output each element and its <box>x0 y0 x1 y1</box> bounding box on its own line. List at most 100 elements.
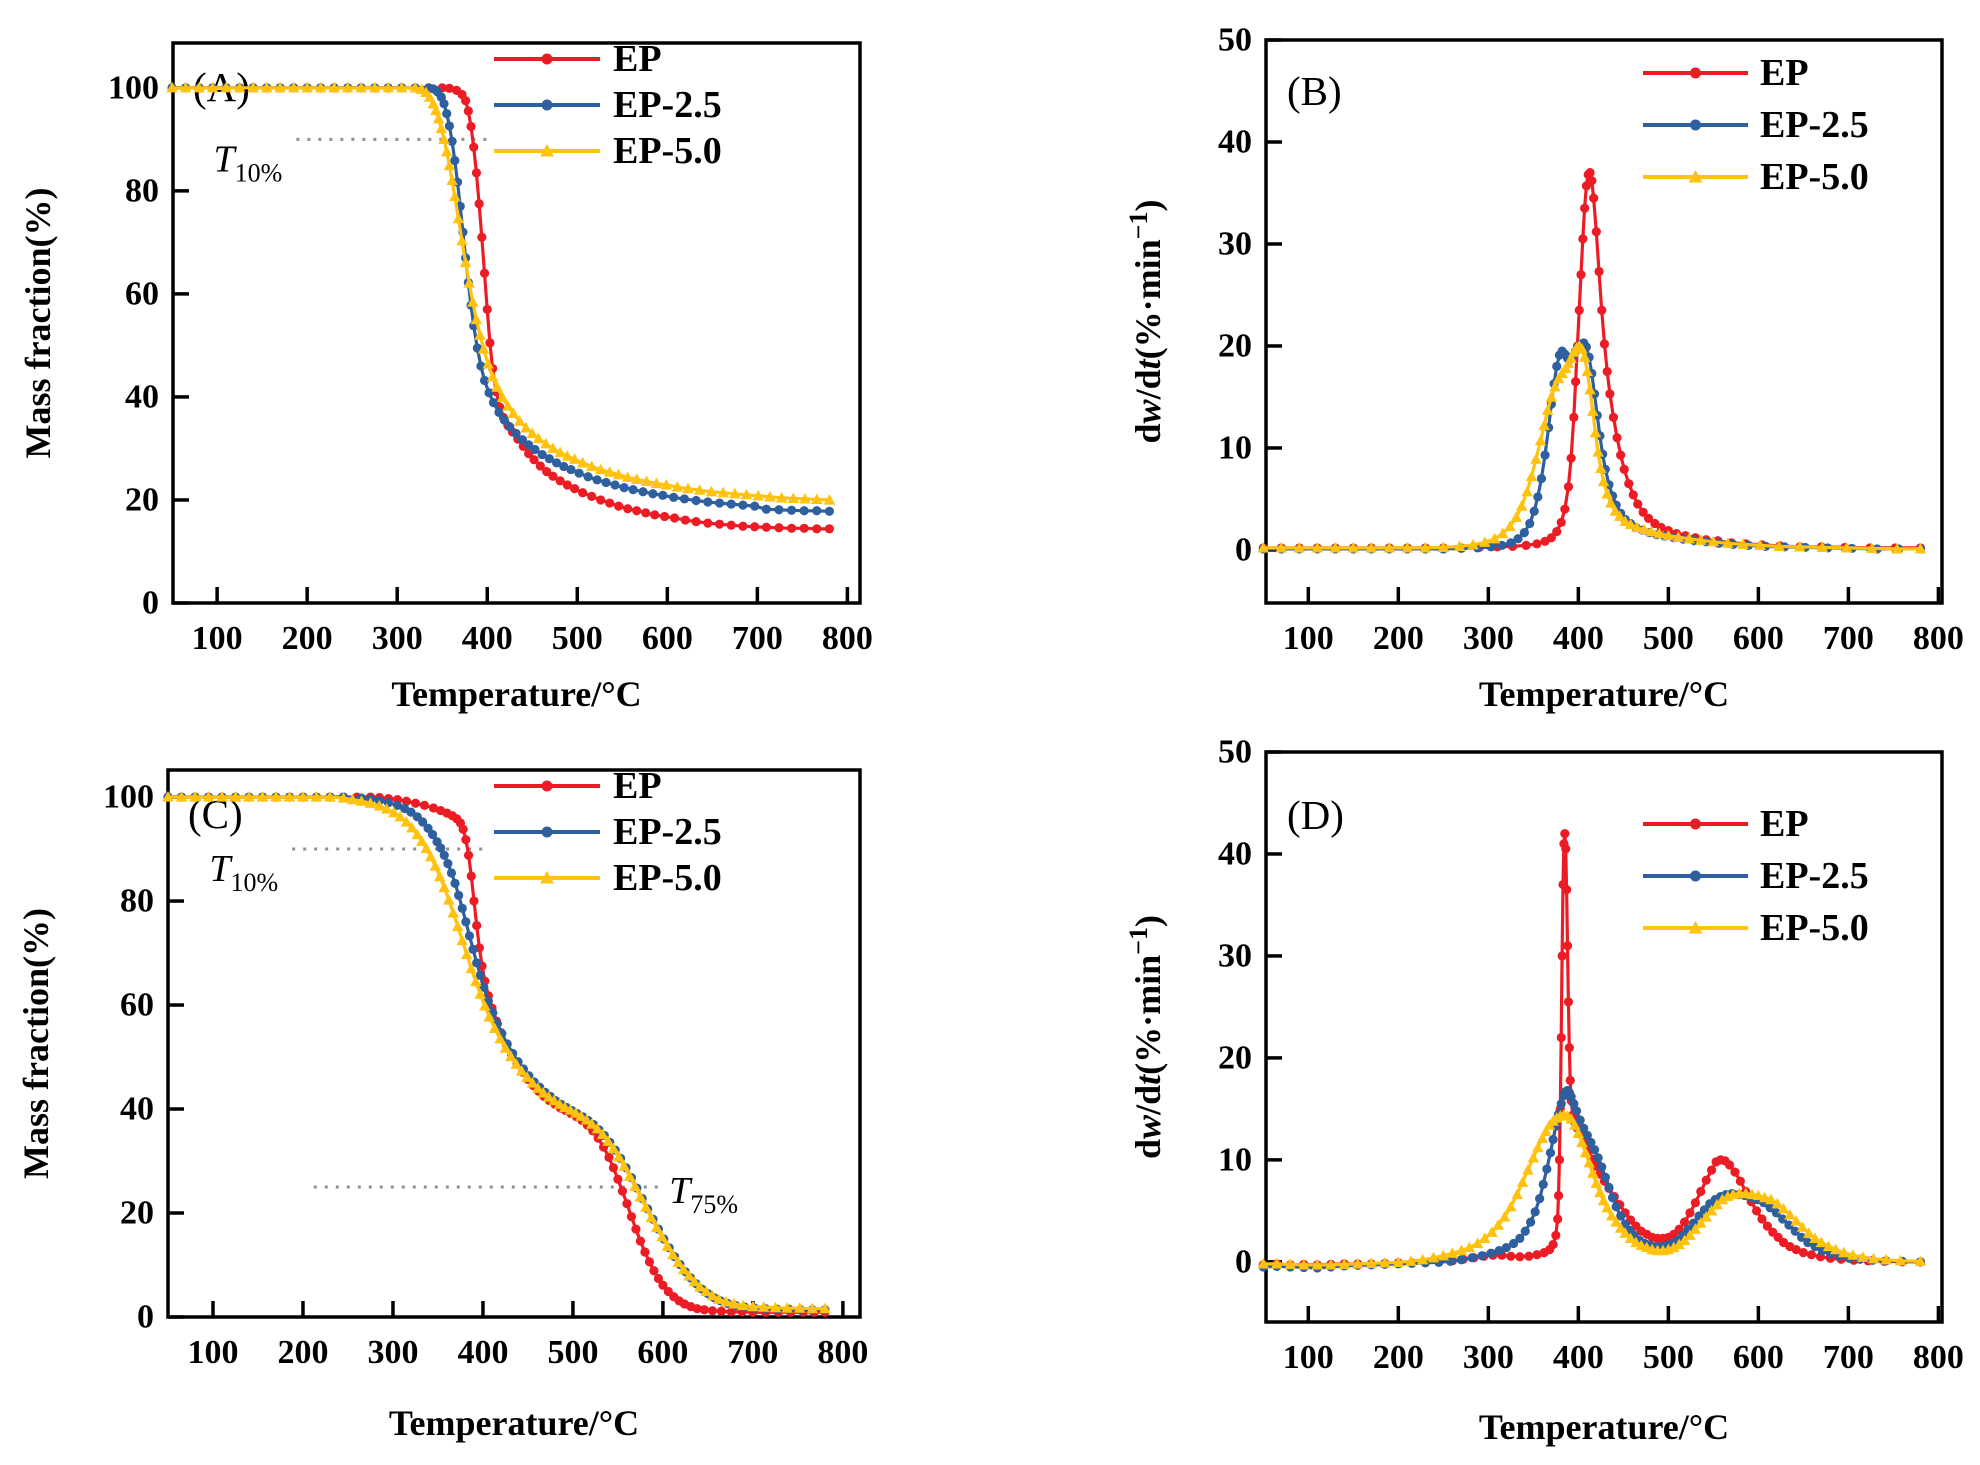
circle-marker <box>1562 885 1572 895</box>
triangle-marker <box>682 482 694 494</box>
circle-marker <box>750 501 760 511</box>
circle-marker <box>812 506 822 516</box>
triangle-marker <box>314 81 327 93</box>
triangle-marker <box>799 492 811 504</box>
triangle-marker <box>613 1150 625 1162</box>
triangle-marker <box>1532 1141 1544 1153</box>
x-tick-label: 100 <box>1283 1339 1334 1376</box>
circle-marker <box>1751 1206 1762 1216</box>
triangle-marker <box>1446 1247 1459 1258</box>
circle-marker <box>714 519 725 529</box>
circle-marker <box>578 488 588 498</box>
triangle-marker <box>1325 1258 1337 1270</box>
circle-marker <box>601 477 611 488</box>
y-tick-label: 40 <box>1218 123 1252 160</box>
triangle-marker <box>1605 1209 1618 1221</box>
legend-label: EP-2.5 <box>1760 855 1869 897</box>
triangle-marker <box>162 791 174 802</box>
triangle-marker <box>1777 1202 1790 1214</box>
triangle-marker <box>645 1211 657 1223</box>
x-tick-label: 800 <box>822 620 873 657</box>
y-tick-label: 40 <box>1218 835 1252 872</box>
circle-marker <box>587 491 597 501</box>
circle-marker <box>479 375 490 386</box>
triangle-marker <box>270 791 282 802</box>
y-tick-label: 10 <box>1218 1141 1252 1178</box>
circle-marker <box>419 800 430 810</box>
triangle-marker <box>463 277 475 288</box>
circle-marker <box>524 440 534 450</box>
series-markers-EP-2.5 <box>167 83 834 516</box>
y-tick-label: 50 <box>1218 734 1252 771</box>
series-markers-EP-5.0 <box>1257 339 1927 554</box>
circle-marker <box>1690 1198 1700 1208</box>
circle-marker <box>812 524 822 534</box>
circle-marker <box>1545 1148 1556 1158</box>
circle-marker <box>537 450 547 460</box>
series-markers-EP-5.0 <box>162 791 831 1314</box>
triangle-marker <box>1478 536 1491 547</box>
circle-marker <box>613 1174 623 1184</box>
triangle-marker <box>1695 534 1707 545</box>
circle-marker <box>1576 269 1586 280</box>
triangle-marker <box>346 793 359 805</box>
triangle-marker <box>388 806 400 818</box>
circle-marker <box>1589 193 1599 203</box>
circle-marker <box>626 1212 637 1222</box>
circle-marker <box>562 480 572 490</box>
circle-marker <box>617 1186 628 1196</box>
circle-marker <box>574 468 584 478</box>
circle-marker <box>660 511 670 522</box>
circle-marker <box>799 506 809 516</box>
legend-label: EP-2.5 <box>1760 104 1869 146</box>
triangle-marker <box>216 791 228 802</box>
triangle-marker <box>1298 1258 1310 1270</box>
circle-marker <box>1548 1134 1558 1145</box>
y-tick-label: 30 <box>1218 937 1252 974</box>
triangle-marker <box>488 1022 501 1034</box>
circle-marker <box>1569 412 1579 422</box>
circle-marker <box>1477 1251 1487 1261</box>
triangle-marker <box>1522 1164 1534 1175</box>
circle-marker <box>529 455 539 465</box>
circle-marker <box>1571 1106 1582 1116</box>
circle-marker <box>716 1306 727 1316</box>
triangle-marker <box>301 81 313 93</box>
circle-marker <box>1798 1248 1808 1258</box>
triangle-marker <box>1545 390 1558 402</box>
circle-marker <box>1765 1203 1775 1213</box>
circle-marker <box>454 890 464 900</box>
triangle-marker <box>1416 1253 1429 1265</box>
triangle-marker <box>496 391 509 403</box>
triangle-marker <box>1586 405 1599 416</box>
triangle-marker <box>661 1240 674 1251</box>
triangle-marker <box>247 81 259 93</box>
triangle-marker <box>494 1032 506 1044</box>
triangle-marker <box>1662 529 1675 541</box>
triangle-marker <box>1437 1249 1450 1261</box>
triangle-marker <box>406 821 418 833</box>
y-tick-label: 0 <box>1235 531 1252 568</box>
y-tick-label: 0 <box>1235 1243 1252 1280</box>
triangle-marker <box>1840 541 1853 553</box>
triangle-marker <box>1866 542 1878 554</box>
y-tick-label: 10 <box>1218 429 1252 466</box>
circle-marker <box>1506 538 1516 548</box>
plot-frame <box>1264 750 1944 1324</box>
circle-marker <box>1574 305 1584 315</box>
circle-marker <box>401 796 412 806</box>
triangle-marker <box>1601 1201 1613 1213</box>
triangle-marker <box>1365 1257 1378 1268</box>
legend-label: EP-5.0 <box>1760 156 1869 198</box>
triangle-marker <box>287 81 300 93</box>
circle-marker <box>1557 951 1567 961</box>
x-tick-label: 500 <box>1643 620 1694 657</box>
triangle-marker <box>1914 542 1927 554</box>
triangle-marker <box>456 934 469 946</box>
x-tick-label: 300 <box>372 620 423 657</box>
circle-marker <box>648 489 658 499</box>
circle-marker <box>1624 479 1634 489</box>
triangle-marker <box>1549 380 1561 392</box>
triangle-marker <box>1338 1258 1351 1269</box>
circle-marker <box>658 1280 668 1290</box>
